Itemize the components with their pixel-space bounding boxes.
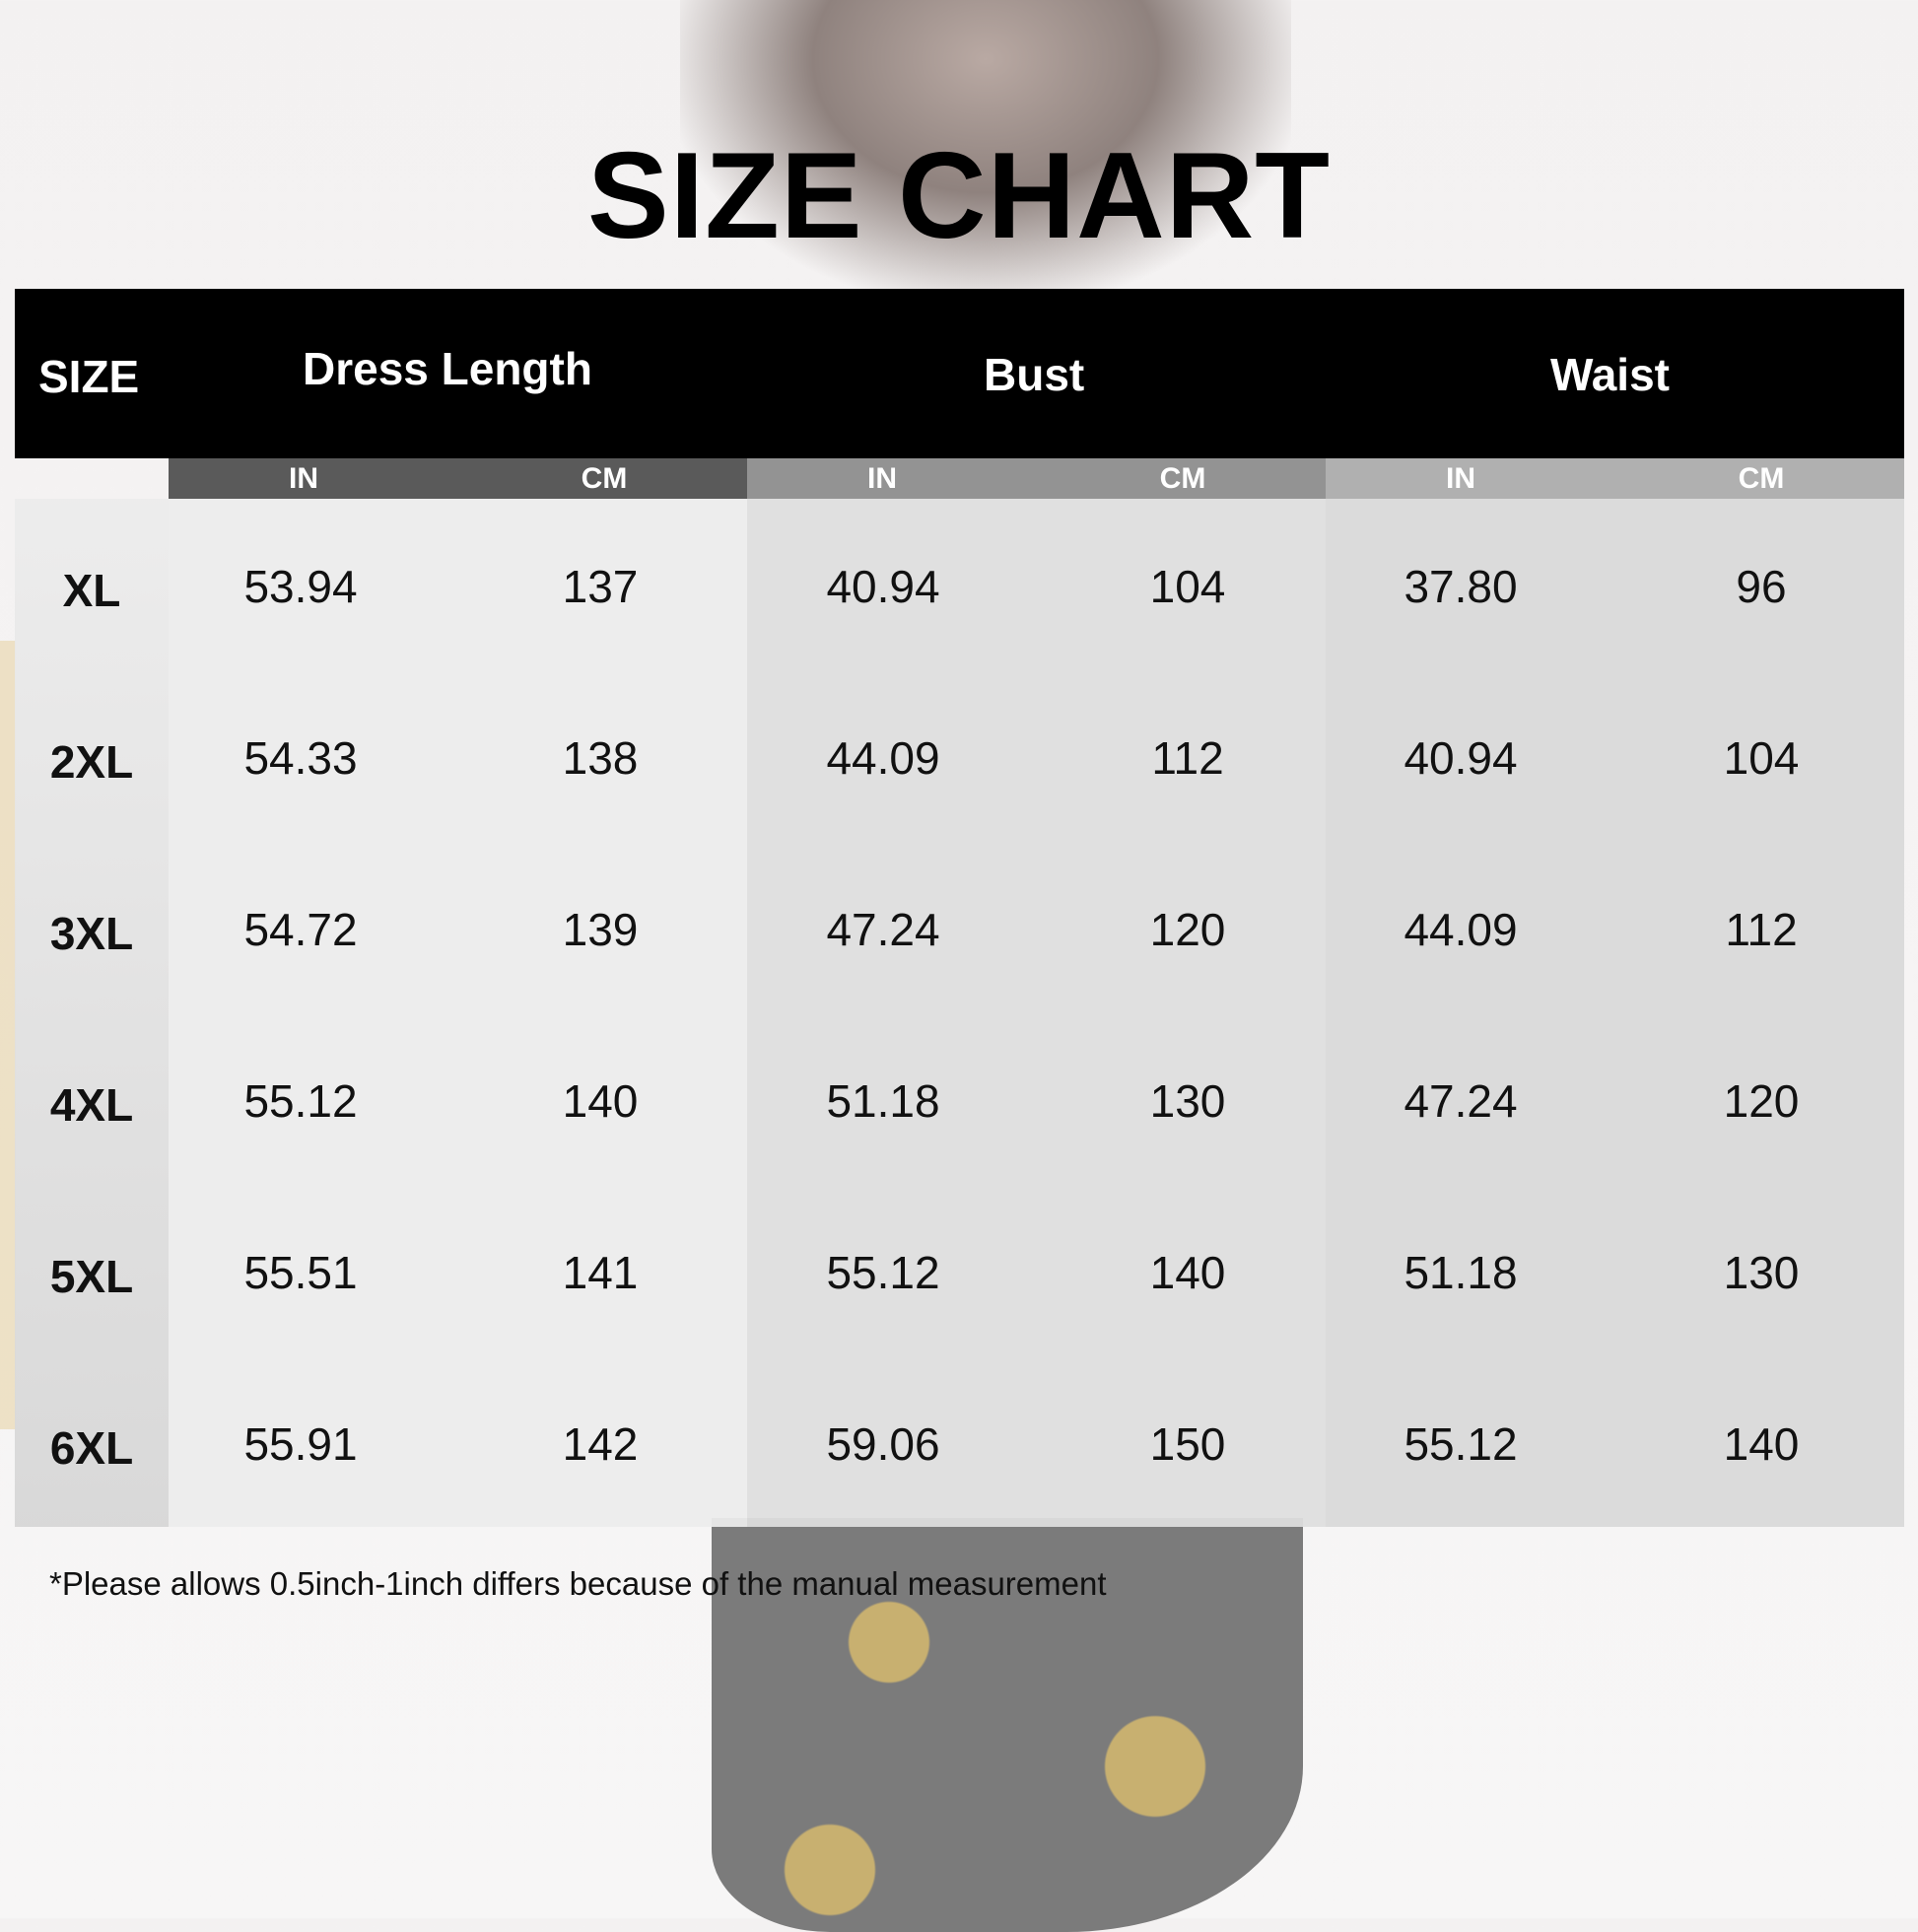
background-model-photo: [680, 0, 1291, 296]
page-title: SIZE CHART: [587, 128, 1331, 264]
measurement-cell: 55.12: [243, 1075, 358, 1127]
measurement-cell: 150: [1149, 1418, 1226, 1470]
measurement-cell: 40.94: [826, 561, 940, 612]
subheader-bust: IN CM: [747, 458, 1326, 499]
measurement-cell: 40.94: [1404, 732, 1518, 784]
measurement-cell: 51.18: [1404, 1247, 1518, 1298]
unit-label: CM: [1159, 462, 1206, 495]
table-row: XL 53.94 137 40.94 104 37.80 96: [15, 499, 1904, 670]
unit-label: IN: [289, 462, 318, 495]
measurement-cell: 96: [1736, 561, 1787, 612]
measurement-cell: 137: [562, 561, 639, 612]
measurement-cell: 54.72: [243, 904, 358, 955]
measurement-cell: 55.91: [243, 1418, 358, 1470]
table-row: 6XL 55.91 142 59.06 150 55.12 140: [15, 1356, 1904, 1528]
measurement-cell: 37.80: [1404, 561, 1518, 612]
header-size: SIZE: [38, 351, 140, 402]
measurement-cell: 51.18: [826, 1075, 940, 1127]
unit-label: CM: [1738, 462, 1785, 495]
measurement-cell: 130: [1149, 1075, 1226, 1127]
size-label: 5XL: [49, 1251, 134, 1302]
measurement-note: *Please allows 0.5inch-1inch differs bec…: [49, 1565, 1107, 1602]
measurement-cell: 130: [1723, 1247, 1800, 1298]
subheader-dress-length: IN CM: [169, 458, 747, 499]
table-row: 2XL 54.33 138 44.09 112 40.94 104: [15, 670, 1904, 842]
measurement-cell: 140: [1723, 1418, 1800, 1470]
measurement-cell: 140: [562, 1075, 639, 1127]
size-label: 6XL: [49, 1422, 134, 1474]
measurement-cell: 55.51: [243, 1247, 358, 1298]
unit-label: CM: [581, 462, 628, 495]
table-header: SIZE Dress Length Bust Waist: [15, 289, 1904, 458]
measurement-cell: 139: [562, 904, 639, 955]
bust-column: [747, 499, 1326, 1527]
header-dress-length: Dress Length: [303, 343, 592, 394]
background-decoration: [0, 641, 16, 1429]
measurement-cell: 142: [562, 1418, 639, 1470]
header-waist: Waist: [1550, 349, 1670, 400]
background-dress-photo: [712, 1518, 1303, 1932]
size-label: 2XL: [49, 736, 134, 788]
measurement-cell: 112: [1725, 904, 1798, 955]
size-column: [15, 499, 169, 1527]
unit-label: IN: [867, 462, 897, 495]
size-label: 3XL: [49, 908, 134, 959]
subheader-waist: IN CM: [1326, 458, 1904, 499]
measurement-cell: 120: [1149, 904, 1226, 955]
measurement-cell: 120: [1723, 1075, 1800, 1127]
measurement-cell: 112: [1151, 732, 1224, 784]
measurement-cell: 104: [1149, 561, 1226, 612]
measurement-cell: 104: [1723, 732, 1800, 784]
measurement-cell: 55.12: [826, 1247, 940, 1298]
size-label: 4XL: [49, 1079, 134, 1131]
measurement-cell: 44.09: [1404, 904, 1518, 955]
waist-column: [1326, 499, 1904, 1527]
header-bust: Bust: [984, 349, 1085, 400]
measurement-cell: 53.94: [243, 561, 358, 612]
measurement-cell: 138: [562, 732, 639, 784]
measurement-cell: 140: [1149, 1247, 1226, 1298]
measurement-cell: 44.09: [826, 732, 940, 784]
table-row: 3XL 54.72 139 47.24 120 44.09 112: [15, 842, 1904, 1013]
measurement-cell: 47.24: [826, 904, 940, 955]
measurement-cell: 47.24: [1404, 1075, 1518, 1127]
measurement-cell: 54.33: [243, 732, 358, 784]
measurement-cell: 59.06: [826, 1418, 940, 1470]
measurement-cell: 55.12: [1404, 1418, 1518, 1470]
size-label: XL: [62, 565, 121, 616]
table-row: 5XL 55.51 141 55.12 140 51.18 130: [15, 1185, 1904, 1356]
unit-label: IN: [1446, 462, 1475, 495]
table-row: 4XL 55.12 140 51.18 130 47.24 120: [15, 1013, 1904, 1185]
dress-length-column: [169, 499, 747, 1527]
measurement-cell: 141: [562, 1247, 639, 1298]
